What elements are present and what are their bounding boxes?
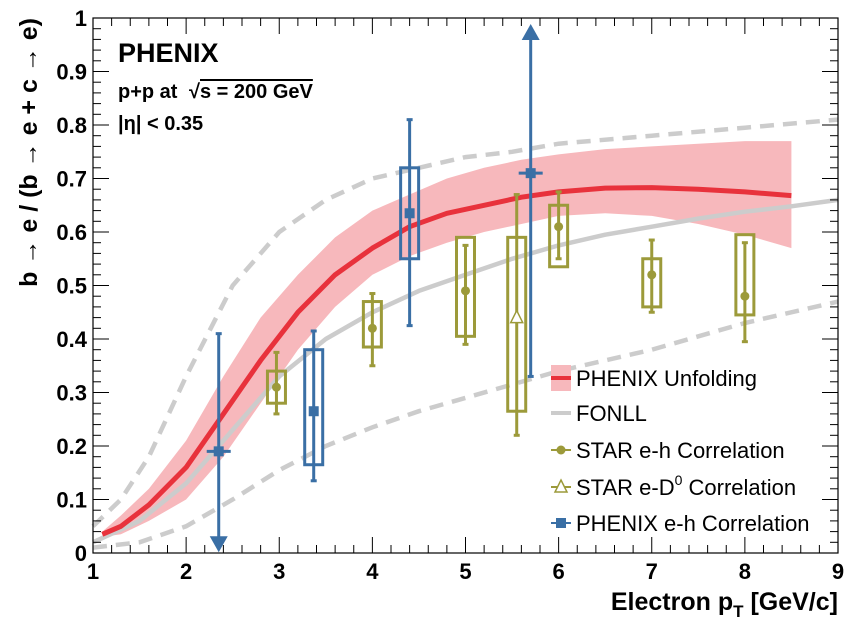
y-tick-label-0-3: 0.3 (56, 381, 87, 406)
legend-label-star-ed0-suffix: Correlation (682, 475, 796, 500)
y-tick-label-0-4: 0.4 (56, 327, 87, 352)
star-e-h-correlation-point-5 (641, 238, 663, 314)
annotation-eta-cut: |η| < 0.35 (118, 113, 203, 135)
error-arrow-down (209, 536, 228, 553)
legend-label-star-eh: STAR e-h Correlation (576, 438, 785, 463)
fonll-lower-line (92, 299, 839, 550)
legend-entry-star-ed0: STAR e-D0 Correlation (551, 472, 796, 500)
y-tick-label-0-7: 0.7 (56, 167, 87, 192)
y-tick-label-0-5: 0.5 (56, 274, 87, 299)
legend-entry-fonll: FONLL (551, 401, 647, 426)
phenix-e-h-correlation-point-3 (399, 118, 421, 328)
axes: 1 2 3 4 5 6 7 8 9 0 0.1 0.2 0.3 0.4 0.5 0.6 0.7 0.8 0.9 1 (56, 6, 844, 584)
axis-titles: Electron pT [GeV/c] b → e / (b → e + c →… (15, 18, 838, 621)
legend-label-star-ed0-main: STAR e-D (576, 475, 675, 500)
star-e-h-correlation-point-6 (734, 233, 756, 344)
marker (554, 222, 564, 232)
legend-phenix-eh-marker (556, 518, 566, 528)
marker (367, 323, 377, 333)
phenix-e-h-correlation-point-1 (206, 332, 231, 553)
y-tick-label-0-8: 0.8 (56, 113, 87, 138)
y-tick-label-0: 0 (75, 541, 87, 566)
sqrt-symbol: √ (189, 81, 201, 103)
star-e-h-correlation-point-2 (361, 292, 383, 368)
y-tick-label-0-6: 0.6 (56, 220, 87, 245)
star-e-d0-correlation-point-1 (506, 193, 528, 437)
star-e-h-correlation-point-4 (548, 190, 570, 269)
legend: PHENIX Unfolding FONLL STAR e-h Correlat… (551, 365, 810, 536)
marker (213, 446, 224, 457)
x-axis-title: Electron pT [GeV/c] (611, 588, 838, 621)
y-tick-label-0-1: 0.1 (56, 488, 87, 513)
marker (740, 291, 750, 301)
x-tick-label-3: 3 (273, 559, 285, 584)
marker (525, 168, 536, 179)
fonll-upper-line (91, 117, 839, 528)
legend-star-ed0-marker (553, 478, 569, 493)
legend-label-fonll: FONLL (576, 401, 647, 426)
data-point-layer (206, 24, 756, 553)
marker (271, 382, 281, 392)
legend-label-phenix-unfolding: PHENIX Unfolding (576, 366, 757, 391)
y-axis-title: b → e / (b → e + c → e) (15, 18, 43, 287)
x-axis-title-unit: [GeV/c] (744, 588, 838, 616)
star-e-h-correlation-point-1 (265, 350, 287, 416)
phenix-e-h-correlation-point-4 (518, 24, 543, 378)
x-axis-title-main: Electron p (611, 588, 733, 616)
star-e-h-correlation-point-3 (455, 235, 476, 346)
x-tick-label-2: 2 (180, 559, 192, 584)
legend-label-phenix-eh: PHENIX e-h Correlation (576, 511, 810, 536)
marker (509, 308, 524, 324)
marker (404, 208, 415, 219)
x-tick-label-5: 5 (459, 559, 471, 584)
legend-entry-phenix-unfolding: PHENIX Unfolding (551, 365, 757, 391)
legend-label-star-ed0: STAR e-D0 Correlation (576, 472, 796, 500)
annotation-system-suffix: s = 200 GeV (200, 81, 314, 103)
legend-star-eh-marker (556, 445, 566, 455)
legend-entry-star-eh: STAR e-h Correlation (551, 438, 785, 463)
y-tick-label-0-2: 0.2 (56, 434, 87, 459)
annotation-experiment: PHENIX (118, 38, 219, 68)
x-tick-label-6: 6 (553, 559, 565, 584)
annotations: PHENIX p+p at √s = 200 GeV |η| < 0.35 (118, 38, 314, 135)
phenix-e-h-correlation-point-2 (303, 329, 325, 483)
x-tick-label-8: 8 (739, 559, 751, 584)
marker (647, 270, 657, 280)
annotation-system-prefix: p+p at (118, 81, 183, 103)
x-tick-label-4: 4 (366, 559, 379, 584)
x-tick-label-1: 1 (87, 559, 99, 584)
x-tick-label-9: 9 (832, 559, 844, 584)
annotation-system: p+p at √s = 200 GeV (118, 81, 314, 103)
legend-entry-phenix-eh: PHENIX e-h Correlation (551, 511, 810, 536)
error-arrow-up (521, 24, 540, 41)
marker (461, 286, 470, 296)
y-tick-label-0-9: 0.9 (56, 60, 87, 85)
legend-label-star-ed0-sup: 0 (675, 472, 683, 488)
marker (308, 406, 319, 417)
x-tick-label-7: 7 (646, 559, 658, 584)
x-axis-title-sub: T (733, 602, 744, 621)
y-tick-label-1: 1 (75, 6, 87, 31)
